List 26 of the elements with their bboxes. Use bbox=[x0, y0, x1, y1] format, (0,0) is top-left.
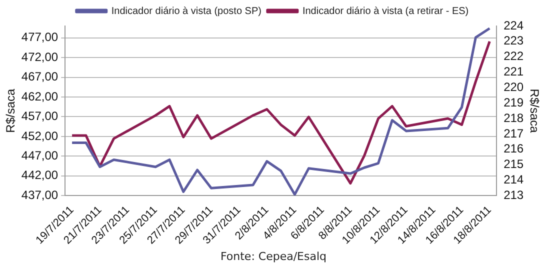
y2-tick-label: 214 bbox=[504, 172, 524, 187]
legend-label: Indicador diário à vista (a retirar - ES) bbox=[302, 6, 469, 17]
y2-tick-label: 213 bbox=[504, 188, 524, 202]
y2-tick-label: 222 bbox=[504, 49, 524, 64]
y2-tick-label: 218 bbox=[504, 110, 524, 125]
y-tick-label: 462,00 bbox=[21, 89, 58, 104]
y-tick-label: 452,00 bbox=[21, 128, 58, 143]
y-tick-label: 442,00 bbox=[21, 168, 58, 182]
y-tick-label: 467,00 bbox=[21, 70, 58, 84]
legend-label: Indicador diário à vista (posto SP) bbox=[111, 6, 262, 17]
y-tick-label: 437,00 bbox=[21, 188, 58, 202]
y2-tick-label: 217 bbox=[504, 126, 524, 140]
y-tick-label: 457,00 bbox=[21, 109, 58, 124]
y2-axis-title: R$/saca bbox=[527, 88, 542, 134]
y2-tick-label: 219 bbox=[504, 95, 524, 110]
y2-tick-label: 216 bbox=[504, 142, 524, 156]
y2-tick-label: 224 bbox=[504, 18, 524, 32]
y-tick-label: 477,00 bbox=[21, 30, 58, 44]
y2-tick-label: 220 bbox=[504, 80, 524, 94]
source-note: Fonte: Cepea/Esalq bbox=[219, 250, 328, 263]
y2-tick-label: 215 bbox=[504, 157, 524, 172]
y-tick-label: 447,00 bbox=[21, 148, 58, 162]
y-tick-label: 472,00 bbox=[21, 50, 58, 64]
y2-tick-label: 221 bbox=[504, 64, 524, 79]
y-axis-title: R$/saca bbox=[4, 88, 18, 133]
y2-tick-label: 223 bbox=[504, 34, 524, 48]
